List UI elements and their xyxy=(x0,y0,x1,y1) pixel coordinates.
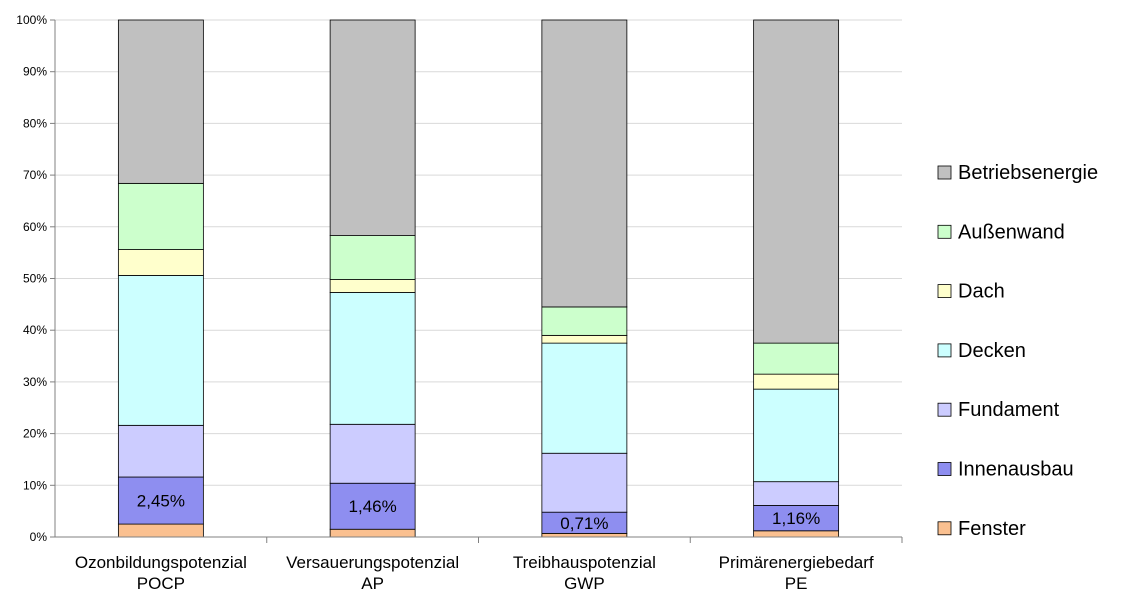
legend-swatch xyxy=(937,165,952,180)
y-tick-label: 90% xyxy=(23,65,47,79)
bar-segment-fenster xyxy=(329,528,416,538)
legend-swatch xyxy=(937,284,952,299)
legend: Betriebsenergie Außenwand Dach Decken Fundam… xyxy=(937,162,1098,540)
y-tick-label: 100% xyxy=(16,13,47,27)
x-tick-sublabel: POCP xyxy=(137,574,185,589)
bar-segment-au-enwand xyxy=(329,235,416,280)
bar-segment-fundament xyxy=(753,481,840,506)
bar-segment-decken xyxy=(117,274,204,426)
bar-segment-decken xyxy=(541,342,628,454)
legend-swatch xyxy=(937,462,952,476)
y-tick-label: 80% xyxy=(23,116,47,130)
x-tick-sublabel: AP xyxy=(361,574,384,589)
y-tick-label: 10% xyxy=(23,478,47,492)
bar-segment-dach xyxy=(329,279,416,293)
bar-segment-betriebsenergie xyxy=(117,19,204,184)
legend-swatch xyxy=(937,521,952,536)
legend-swatch xyxy=(937,402,952,417)
bar-segment-innenausbau xyxy=(329,482,416,530)
bar-segment-dach xyxy=(541,334,628,344)
data-label: 0,71% xyxy=(560,514,608,533)
y-tick-label: 0% xyxy=(30,530,48,544)
bar-segment-betriebsenergie xyxy=(541,19,628,308)
bar-segment-fenster xyxy=(117,523,204,538)
y-axis-ticks: 0% 10% 20% 30% 40% 50% 60% 70% 80% 90% 100% xyxy=(16,13,55,544)
bar-segment-au-enwand xyxy=(753,342,840,375)
legend-swatch xyxy=(937,224,952,239)
data-label: 1,16% xyxy=(772,509,820,528)
data-labels: 2,45% 1,46% 0,71% 1,16% xyxy=(137,492,820,533)
y-tick-label: 60% xyxy=(23,220,47,234)
bar-segment-dach xyxy=(117,249,204,276)
bar-segment-dach xyxy=(753,373,840,390)
y-tick-label: 50% xyxy=(23,272,47,286)
bar-segment-innenausbau xyxy=(753,505,840,532)
bar-segment-fenster xyxy=(541,532,628,538)
legend-label: Fundament xyxy=(958,399,1060,421)
x-tick-label: Ozonbildungspotenzial xyxy=(75,553,247,572)
legend-label: Innenausbau xyxy=(958,459,1074,481)
bar-segment-fundament xyxy=(541,452,628,513)
y-tick-label: 20% xyxy=(23,427,47,441)
y-tick-label: 40% xyxy=(23,323,47,337)
legend-label: Dach xyxy=(958,281,1005,303)
x-tick-label: Versauerungspotenzial xyxy=(286,553,459,572)
y-tick-label: 30% xyxy=(23,375,47,389)
bar-segment-fundament xyxy=(329,423,416,484)
x-tick-label: Treibhauspotenzial xyxy=(513,553,656,572)
x-axis xyxy=(54,20,903,543)
x-tick-sublabel: PE xyxy=(785,574,808,589)
legend-label: Betriebsenergie xyxy=(958,162,1098,184)
data-label: 2,45% xyxy=(137,492,185,511)
data-label: 1,46% xyxy=(349,497,397,516)
bar-segment-betriebsenergie xyxy=(753,19,840,344)
bar-segment-decken xyxy=(753,388,840,483)
bar-segment-au-enwand xyxy=(541,306,628,336)
bars xyxy=(117,19,840,538)
bar-segment-fundament xyxy=(117,424,204,478)
legend-label: Außenwand xyxy=(958,221,1065,243)
x-axis-labels: Ozonbildungspotenzial POCP Versauerungspot… xyxy=(75,553,874,593)
bar-segment-au-enwand xyxy=(117,182,204,250)
y-tick-label: 70% xyxy=(23,168,47,182)
legend-swatch xyxy=(937,343,952,358)
x-tick-label: Primärenergiebedarf xyxy=(719,553,874,572)
bar-segment-betriebsenergie xyxy=(329,19,416,236)
x-tick-sublabel: GWP xyxy=(564,574,605,589)
legend-label: Decken xyxy=(958,340,1026,362)
bar-segment-decken xyxy=(329,292,416,425)
legend-label: Fenster xyxy=(958,518,1026,540)
bar-segment-innenausbau xyxy=(117,476,204,525)
bar-segment-fenster xyxy=(753,530,840,538)
